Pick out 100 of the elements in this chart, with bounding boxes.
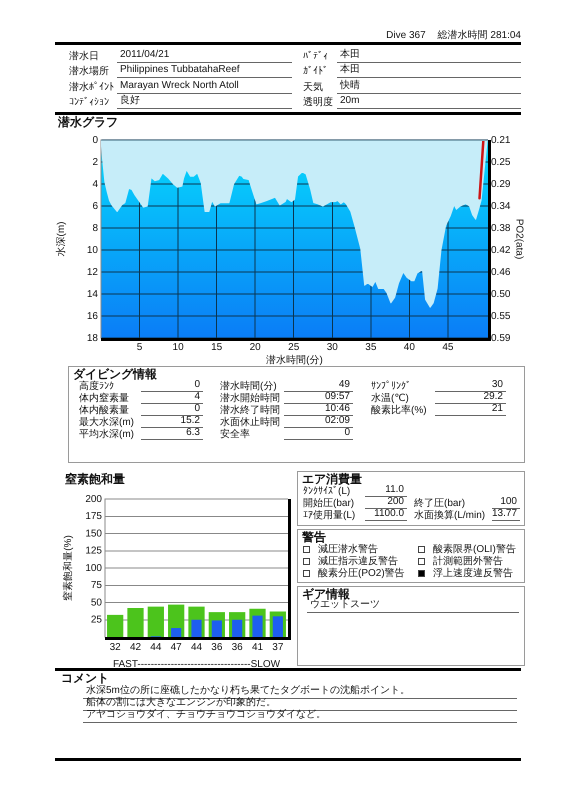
text: 15.2: [180, 415, 200, 427]
text: 終了圧(bar): [414, 498, 466, 509]
x-tick-label: 41: [252, 642, 264, 653]
y-tick-label: 14: [86, 288, 98, 300]
text: 0: [344, 427, 350, 439]
category-label: 浮上速度違反警告: [433, 568, 513, 579]
x-axis-title: 潜水時間(分): [266, 354, 323, 366]
chart-title: 窒素飽和量: [65, 472, 125, 486]
y-tick-label: 125: [85, 546, 102, 556]
y-tick-label: 150: [85, 528, 102, 540]
y2-tick-label: 0.50: [491, 288, 511, 300]
text: 200: [387, 496, 404, 508]
text: 0: [194, 379, 200, 391]
y-tick-label: 16: [86, 310, 98, 322]
text: 21: [492, 403, 503, 415]
text: 平均水深(m): [79, 429, 134, 440]
text: Philippines TubbatahaReef: [120, 64, 240, 78]
x-tick-label: 35: [365, 342, 377, 353]
text: 02:09: [324, 415, 350, 427]
y-tick-label: 2: [92, 156, 98, 168]
text: 開始圧(bar): [303, 498, 354, 509]
category-label: 酸素限界(OLI)警告: [433, 544, 516, 555]
text: ダイビング情報: [73, 367, 157, 381]
text: 水面休止時間: [220, 417, 280, 428]
text: ｻﾝﾌﾟﾘﾝｸﾞ: [371, 381, 411, 392]
text: 天気: [303, 82, 323, 93]
text: 酸素比率(%): [371, 405, 427, 416]
text: 6.3: [186, 427, 200, 439]
x-tick-label: 25: [288, 342, 300, 353]
text: 体内酸素量: [79, 405, 129, 416]
text: 29.2: [484, 391, 503, 403]
y2-tick-label: 0.34: [491, 200, 511, 212]
text: 11.0: [385, 484, 404, 496]
text: 潜水開始時間: [220, 393, 280, 404]
x-tick-label: 20: [250, 342, 262, 353]
y2-tick-label: 0.21: [491, 134, 511, 146]
text: ギア情報: [302, 587, 350, 601]
y-tick-label: 0: [92, 134, 98, 146]
y-axis-title: 窒素飽和量(%): [62, 535, 74, 601]
text: 最大水深(m): [79, 417, 134, 428]
y2-tick-label: 0.59: [491, 332, 511, 344]
text: 水温(℃): [371, 393, 409, 404]
text: 20m: [340, 94, 360, 108]
y2-axis-title: PO2(ata): [513, 218, 524, 260]
text: ウエットスーツ: [310, 599, 380, 610]
bar: [191, 620, 202, 637]
y2-tick-label: 0.25: [491, 156, 511, 168]
y2-tick-label: 0.42: [491, 244, 511, 256]
text: 体内窒素量: [79, 393, 129, 404]
x-tick-label: 10: [172, 342, 184, 353]
y-tick-label: 75: [90, 580, 102, 591]
text: 高度ﾗﾝｸ: [79, 381, 114, 392]
text: 総潜水時間 281:04: [438, 30, 521, 42]
x-tick-label: 44: [190, 642, 202, 653]
y-tick-label: 12: [86, 266, 98, 278]
y-tick-label: 10: [86, 244, 98, 256]
y2-tick-label: 0.29: [491, 178, 511, 190]
text: ｺﾝﾃﾞｨｼｮﾝ: [69, 96, 109, 108]
y-tick-label: 175: [85, 511, 102, 522]
text: 100: [500, 496, 517, 508]
y2-tick-label: 0.55: [491, 310, 511, 322]
text: ｶﾞｲﾄﾞ: [303, 66, 328, 78]
bar: [107, 614, 124, 637]
x-tick-label: 40: [404, 342, 416, 353]
y-tick-label: 100: [85, 562, 102, 574]
x-tick-label: 30: [326, 342, 338, 353]
x-tick-label: 15: [211, 342, 223, 353]
y-tick-label: 200: [85, 494, 102, 505]
text: 1100.0: [374, 508, 404, 520]
x-tick-label: 42: [130, 642, 142, 653]
bar: [272, 616, 283, 637]
bar: [252, 616, 263, 637]
x-tick-label: 47: [170, 642, 182, 653]
text: 船体の割には大きなエンジンが印象的だ。: [86, 697, 276, 708]
text: ｴｱ使用量(L): [303, 510, 356, 521]
category-label: 計測範囲外警告: [433, 556, 503, 567]
text: エア消費量: [302, 472, 362, 486]
x-tick-label: 5: [136, 342, 143, 353]
text: 10:46: [324, 403, 350, 415]
x-tick-label: 37: [272, 642, 284, 653]
text: 良好: [120, 94, 140, 108]
text: Dive 367: [386, 30, 426, 42]
y-tick-label: 25: [90, 614, 102, 626]
y-tick-label: 18: [86, 332, 98, 344]
text: ﾀﾝｸｻｲｽﾞ(L): [303, 486, 350, 497]
text: Marayan Wreck North Atoll: [120, 80, 239, 93]
x-tick-label: 36: [211, 642, 223, 653]
y2-tick-label: 0.46: [491, 266, 511, 278]
text: 2011/04/21: [120, 49, 170, 62]
bar: [212, 620, 222, 637]
y-tick-label: 50: [90, 597, 102, 608]
bar: [127, 608, 144, 637]
x-tick-label: 32: [110, 642, 122, 653]
bar: [232, 620, 242, 637]
chart-title: 潜水グラフ: [58, 115, 118, 129]
text: 本田: [340, 64, 360, 78]
text: アヤコショウダイ、チョウチョウコショウダイなど。: [86, 709, 326, 720]
bar: [148, 606, 164, 637]
text: 潜水日: [69, 51, 99, 62]
text: 09:57: [324, 391, 350, 403]
